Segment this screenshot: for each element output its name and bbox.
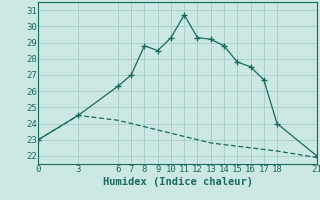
X-axis label: Humidex (Indice chaleur): Humidex (Indice chaleur)	[103, 177, 252, 187]
